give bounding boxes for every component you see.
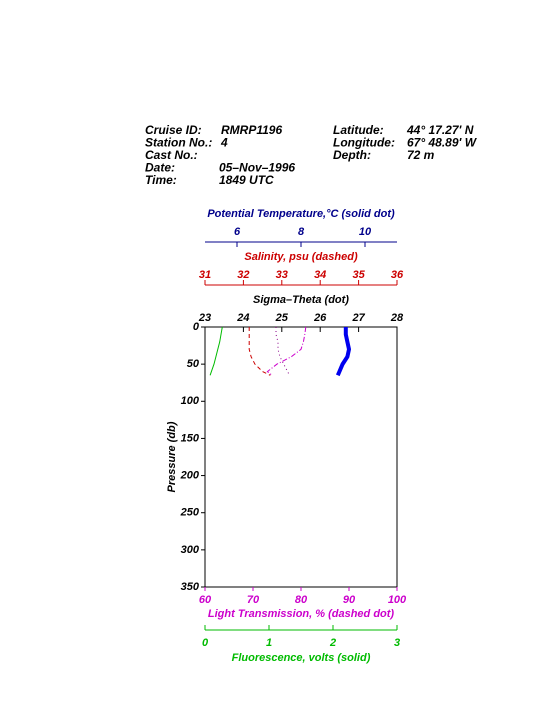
x-tick-label: 8 [298,226,305,238]
x-tick-label: 3 [394,637,400,649]
y-tick-label: 250 [180,507,200,519]
y-tick-label: 150 [181,432,200,444]
x-tick-label: 1 [266,637,272,649]
y-tick-label: 0 [193,321,200,333]
x-tick-label: 32 [237,269,249,281]
x-tick-label: 34 [314,269,326,281]
y-tick-label: 350 [181,581,200,593]
header-value: 44° 17.27' N [406,123,474,137]
profile-line [266,326,307,376]
x-axis-label: Salinity, psu (dashed) [244,251,358,263]
header-label: Cast No.: [145,148,198,162]
header-value: 05–Nov–1996 [219,161,295,175]
header-value: 1849 UTC [219,173,274,187]
header-label: Cruise ID: [145,123,202,137]
header-label: Time: [145,173,177,187]
x-tick-label: 35 [352,269,365,281]
x-tick-label: 70 [247,594,260,606]
x-tick-label: 26 [313,312,327,324]
header-value: 4 [220,136,228,150]
profile-line [275,327,290,376]
x-tick-label: 36 [391,269,404,281]
header-value: 67° 48.89' W [407,136,478,150]
x-tick-label: 90 [343,594,356,606]
x-tick-label: 25 [275,312,289,324]
header-label: Latitude: [333,123,384,137]
x-axis-label: Sigma–Theta (dot) [253,294,349,306]
x-tick-label: 10 [359,226,372,238]
x-tick-label: 31 [199,269,211,281]
plot-frame [204,326,398,588]
x-axis-label: Fluorescence, volts (solid) [232,652,371,664]
x-axis-label: Light Transmission, % (dashed dot) [208,608,395,620]
x-tick-label: 80 [295,594,308,606]
x-tick-label: 23 [198,312,211,324]
x-tick-label: 2 [329,637,336,649]
header-value: 72 m [407,148,435,162]
header-label: Date: [145,161,175,175]
x-tick-label: 0 [202,637,209,649]
y-tick-label: 200 [180,469,200,481]
profile-line [335,327,352,377]
profile-line [209,326,223,376]
x-axis-label: Potential Temperature,°C (solid dot) [207,208,395,220]
header-value: RMRP1196 [221,123,282,137]
x-tick-label: 33 [276,269,288,281]
y-tick-label: 100 [181,395,200,407]
x-tick-label: 100 [388,594,407,606]
profile-line [248,327,271,376]
y-tick-label: 50 [187,358,200,370]
y-axis-label: Pressure (db) [166,421,178,492]
x-tick-label: 28 [390,312,404,324]
header-label: Station No.: [145,136,212,150]
y-tick-label: 300 [181,544,200,556]
header-label: Longitude: [333,136,395,150]
x-tick-label: 27 [351,312,365,324]
x-tick-label: 6 [234,226,241,238]
x-tick-label: 24 [236,312,249,324]
x-tick-label: 60 [199,594,212,606]
header-label: Depth: [333,148,371,162]
